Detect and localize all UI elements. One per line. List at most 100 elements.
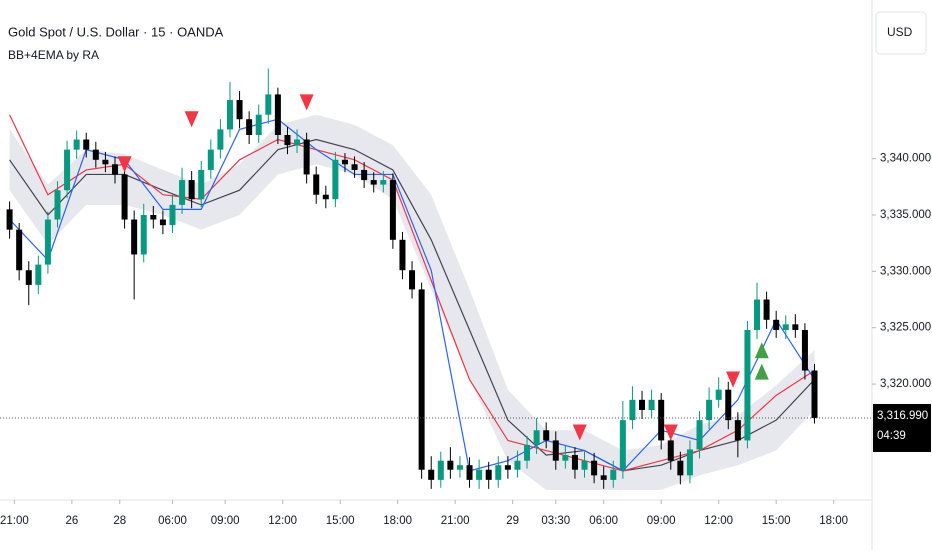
candle-body	[313, 174, 320, 195]
candle-body	[629, 399, 636, 421]
candle-body	[16, 229, 23, 271]
candle-body	[495, 465, 502, 480]
candle-body	[619, 420, 626, 470]
candle-body	[476, 469, 483, 480]
candle-body	[102, 159, 109, 165]
y-tick-label: 3,320.000	[880, 378, 931, 390]
candle-body	[399, 239, 406, 271]
candle-body	[341, 159, 348, 165]
candle-body	[6, 209, 13, 230]
candle-body	[686, 449, 693, 476]
buy-signal	[754, 363, 769, 380]
candle-body	[83, 139, 90, 150]
sell-signal	[299, 94, 314, 111]
candle-body	[763, 299, 770, 320]
y-tick-label: 3,330.000	[880, 265, 931, 277]
candle-body	[322, 194, 329, 200]
x-tick-label: 15:00	[326, 515, 355, 527]
candle-body	[811, 370, 818, 418]
x-tick-label: 12:00	[268, 515, 297, 527]
candle-body	[294, 139, 301, 146]
candle-body	[706, 399, 713, 421]
candle-body	[418, 289, 425, 470]
candle-body	[255, 114, 262, 135]
y-tick-label: 3,335.000	[880, 209, 931, 221]
candle-body	[754, 299, 761, 330]
x-tick-label: 21:00	[0, 515, 29, 527]
candle-body	[725, 389, 732, 421]
candle-body	[35, 264, 42, 285]
candle-body	[466, 465, 473, 480]
candle-body	[121, 174, 128, 220]
candle-body	[131, 219, 138, 255]
y-tick-label: 3,340.000	[880, 153, 931, 165]
candle-body	[504, 465, 511, 470]
sell-signal	[572, 424, 587, 441]
candle-body	[658, 399, 665, 441]
candle-body	[792, 324, 799, 330]
candle-body	[179, 180, 186, 205]
candle-body	[677, 460, 684, 476]
x-tick-label: 28	[113, 515, 126, 527]
candle-body	[428, 469, 435, 480]
plot-area	[0, 68, 872, 490]
candle-body	[744, 329, 751, 441]
candle-body	[485, 469, 492, 480]
candle-body	[581, 460, 588, 470]
countdown: 04:39	[877, 430, 906, 442]
x-tick-label: 09:00	[211, 515, 240, 527]
candle-body	[667, 440, 674, 461]
candle-body	[524, 444, 531, 461]
currency-button[interactable]	[875, 11, 927, 55]
candle-body	[715, 389, 722, 400]
candle-body	[437, 460, 444, 480]
buy-signal	[754, 342, 769, 359]
candle-body	[447, 460, 454, 470]
candle-body	[648, 399, 655, 410]
x-tick-label: 12:00	[704, 515, 733, 527]
x-tick-label: 21:00	[441, 515, 470, 527]
candle-body	[543, 430, 550, 441]
ema-line	[9, 118, 816, 472]
x-tick-label: 29	[506, 515, 519, 527]
candle-body	[734, 420, 741, 441]
candle-body	[370, 180, 377, 185]
x-tick-label: 18:00	[819, 515, 848, 527]
indicator-name: BB+4EMA by RA	[8, 48, 99, 62]
candle-body	[361, 169, 368, 181]
candle-body	[351, 164, 358, 170]
candle-body	[552, 440, 559, 461]
currency-label[interactable]: USD	[887, 25, 913, 39]
candle-body	[274, 94, 281, 135]
sell-signal	[726, 371, 741, 388]
chart-title: Gold Spot / U.S. Dollar · 15 · OANDA	[8, 24, 224, 39]
candle-body	[150, 215, 157, 220]
x-tick-label: 06:00	[158, 515, 187, 527]
candle-body	[773, 319, 780, 330]
candle-body	[92, 149, 99, 160]
candle-body	[332, 159, 339, 200]
last-price-label: 3,316.990	[877, 410, 928, 422]
candle-body	[639, 399, 646, 410]
candle-body	[600, 475, 607, 480]
candle-body	[140, 215, 147, 255]
candle-body	[591, 460, 598, 476]
candle-body	[514, 460, 521, 470]
candle-body	[236, 100, 243, 120]
x-tick-label: 06:00	[589, 515, 618, 527]
candle-body	[801, 329, 808, 371]
x-tick-label: 09:00	[647, 515, 676, 527]
candle-body	[111, 164, 118, 175]
candle-body	[284, 135, 291, 146]
x-tick-label: 18:00	[383, 515, 412, 527]
candle-body	[198, 169, 205, 200]
candle-body	[409, 270, 416, 290]
candle-body	[44, 219, 51, 265]
candle-body	[226, 100, 233, 130]
candle-body	[207, 149, 214, 170]
sell-signal	[663, 424, 678, 441]
x-tick-label: 26	[65, 515, 78, 527]
axes: 3,320.000 3,325.000 3,330.000 3,335.000 3,34…	[0, 153, 931, 527]
candle-body	[64, 149, 71, 191]
